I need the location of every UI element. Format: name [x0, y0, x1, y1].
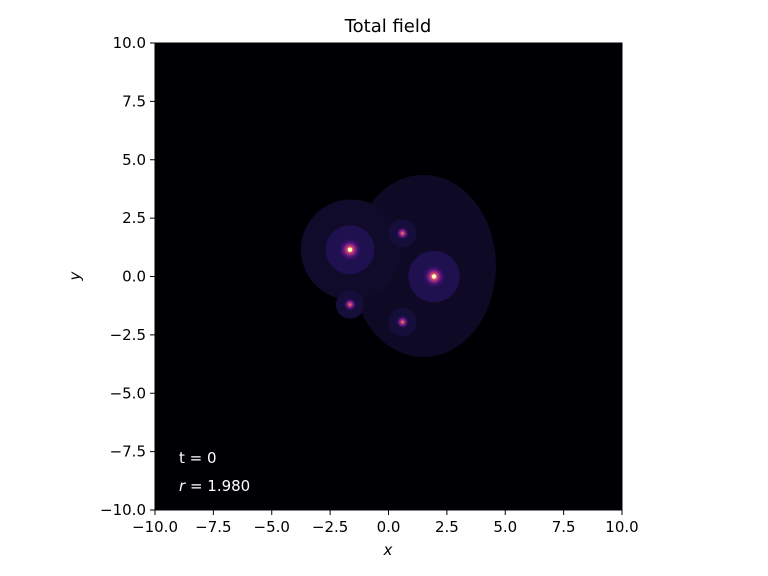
- x-tick-label: −10.0: [132, 518, 178, 536]
- r-symbol: r: [179, 477, 186, 495]
- y-tick-label: −2.5: [110, 326, 146, 344]
- x-tick-label: 2.5: [435, 518, 459, 536]
- x-axis-label: x: [383, 541, 393, 559]
- y-tick-label: −10.0: [100, 501, 146, 519]
- y-tick-label: 5.0: [122, 151, 146, 169]
- time-annotation: t = 0: [179, 449, 217, 467]
- x-tick-label: −7.5: [195, 518, 231, 536]
- x-tick-label: 7.5: [552, 518, 576, 536]
- x-tick-label: −2.5: [312, 518, 348, 536]
- y-tick-label: −5.0: [110, 384, 146, 402]
- field-source-point: [343, 297, 357, 312]
- y-tick-label: 2.5: [122, 209, 146, 227]
- x-tick-label: −5.0: [254, 518, 290, 536]
- r-value: = 1.980: [185, 477, 250, 495]
- field-peak: [347, 247, 353, 252]
- x-tick-label: 0.0: [377, 518, 401, 536]
- y-tick-label: 0.0: [122, 268, 146, 286]
- r-annotation: r = 1.980: [179, 477, 250, 495]
- x-tick-label: 10.0: [605, 518, 638, 536]
- y-axis-label: y: [66, 270, 84, 281]
- y-tick-label: 7.5: [122, 92, 146, 110]
- chart-title: Total field: [344, 16, 432, 37]
- x-tick-label: 5.0: [493, 518, 517, 536]
- y-tick-label: 10.0: [113, 34, 146, 52]
- y-tick-label: −7.5: [110, 443, 146, 461]
- field-source-point: [395, 226, 410, 240]
- field-source-point: [395, 315, 410, 329]
- field-peak: [431, 274, 437, 279]
